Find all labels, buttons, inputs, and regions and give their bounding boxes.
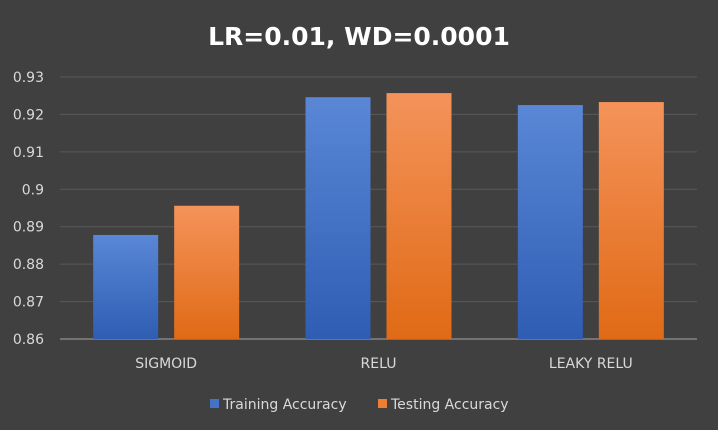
y-tick-label: 0.92 bbox=[13, 107, 44, 123]
bar-training-accuracy-sigmoid bbox=[93, 234, 159, 339]
y-tick-label: 0.88 bbox=[13, 257, 44, 273]
y-tick-label: 0.93 bbox=[13, 70, 44, 86]
bars bbox=[93, 93, 664, 339]
y-tick-label: 0.86 bbox=[13, 332, 44, 348]
legend-label: Testing Accuracy bbox=[390, 397, 509, 413]
y-tick-label: 0.91 bbox=[13, 145, 44, 161]
x-axis-categories: SIGMOID RELU LEAKY RELU bbox=[135, 356, 633, 372]
chart-title: LR=0.01, WD=0.0001 bbox=[208, 22, 510, 51]
legend-label: Training Accuracy bbox=[222, 397, 347, 413]
bar-testing-accuracy-sigmoid bbox=[174, 205, 240, 339]
bar-testing-accuracy-leaky-relu bbox=[598, 102, 664, 339]
legend: Training Accuracy Testing Accuracy bbox=[210, 397, 509, 413]
bar-training-accuracy-relu bbox=[305, 97, 371, 339]
x-category-label: LEAKY RELU bbox=[549, 356, 633, 372]
legend-swatch-testing-accuracy bbox=[378, 399, 387, 408]
grid-lines bbox=[60, 76, 697, 340]
legend-swatch-training-accuracy bbox=[210, 399, 219, 408]
y-axis-ticks: 0.86 0.87 0.88 0.89 0.9 0.91 0.92 0.93 bbox=[13, 70, 44, 348]
x-category-label: RELU bbox=[361, 356, 397, 372]
x-category-label: SIGMOID bbox=[135, 356, 197, 372]
y-tick-label: 0.87 bbox=[13, 295, 44, 311]
y-tick-label: 0.9 bbox=[22, 182, 44, 198]
y-tick-label: 0.89 bbox=[13, 220, 44, 236]
bar-testing-accuracy-relu bbox=[386, 93, 452, 339]
bar-training-accuracy-leaky-relu bbox=[517, 105, 583, 339]
